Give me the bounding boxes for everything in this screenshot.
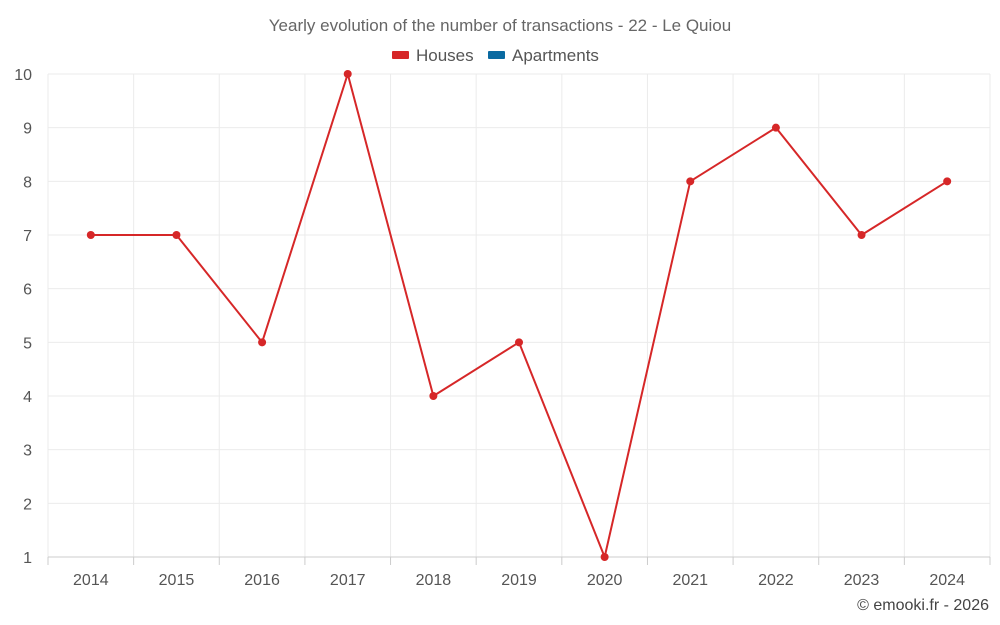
x-tick-label: 2019 <box>501 572 537 589</box>
y-tick-label: 2 <box>23 496 32 513</box>
x-tick-label: 2017 <box>330 572 366 589</box>
x-tick-label: 2021 <box>672 572 708 589</box>
x-axis-ticks: 2014 2015 2016 2017 2018 2019 2020 2021 2022 2023… <box>47 557 991 589</box>
y-tick-label: 4 <box>23 389 32 406</box>
data-point[interactable] <box>771 123 780 132</box>
legend-item-apartments[interactable]: Apartments <box>488 46 599 65</box>
data-point[interactable] <box>943 177 952 186</box>
y-tick-label: 3 <box>23 443 32 460</box>
data-point[interactable] <box>258 338 267 347</box>
data-point[interactable] <box>515 338 523 347</box>
data-point[interactable] <box>86 231 95 239</box>
y-tick-label: 10 <box>14 67 32 84</box>
data-point[interactable] <box>600 553 609 561</box>
legend-swatch-apartments <box>488 51 505 59</box>
credit-text: © emooki.fr - 2026 <box>857 597 989 614</box>
grid <box>47 73 991 558</box>
series-houses <box>86 70 952 561</box>
y-tick-label: 5 <box>23 335 32 352</box>
y-tick-label: 9 <box>23 121 32 138</box>
y-tick-label: 7 <box>23 228 32 245</box>
x-tick-label: 2023 <box>844 572 880 589</box>
data-point[interactable] <box>429 392 438 400</box>
y-axis-ticks: 1 2 3 4 5 6 7 8 9 10 <box>14 67 32 567</box>
x-tick-label: 2022 <box>758 572 794 589</box>
data-point[interactable] <box>343 70 352 78</box>
legend-swatch-houses <box>392 51 409 59</box>
legend-item-houses[interactable]: Houses <box>392 46 474 65</box>
x-tick-label: 2015 <box>159 572 195 589</box>
x-tick-label: 2016 <box>244 572 280 589</box>
x-tick-label: 2014 <box>73 572 109 589</box>
legend-label-apartments: Apartments <box>512 46 599 65</box>
y-tick-label: 8 <box>23 174 32 191</box>
x-tick-label: 2024 <box>929 572 965 589</box>
x-tick-label: 2018 <box>416 572 452 589</box>
data-point[interactable] <box>686 177 695 186</box>
y-tick-label: 6 <box>23 282 32 299</box>
data-point[interactable] <box>172 231 181 239</box>
x-tick-label: 2020 <box>587 572 623 589</box>
y-tick-label: 1 <box>23 550 32 567</box>
chart-title: Yearly evolution of the number of transa… <box>269 16 731 35</box>
data-point[interactable] <box>857 231 866 239</box>
legend: Houses Apartments <box>392 46 599 65</box>
legend-label-houses: Houses <box>416 46 474 65</box>
